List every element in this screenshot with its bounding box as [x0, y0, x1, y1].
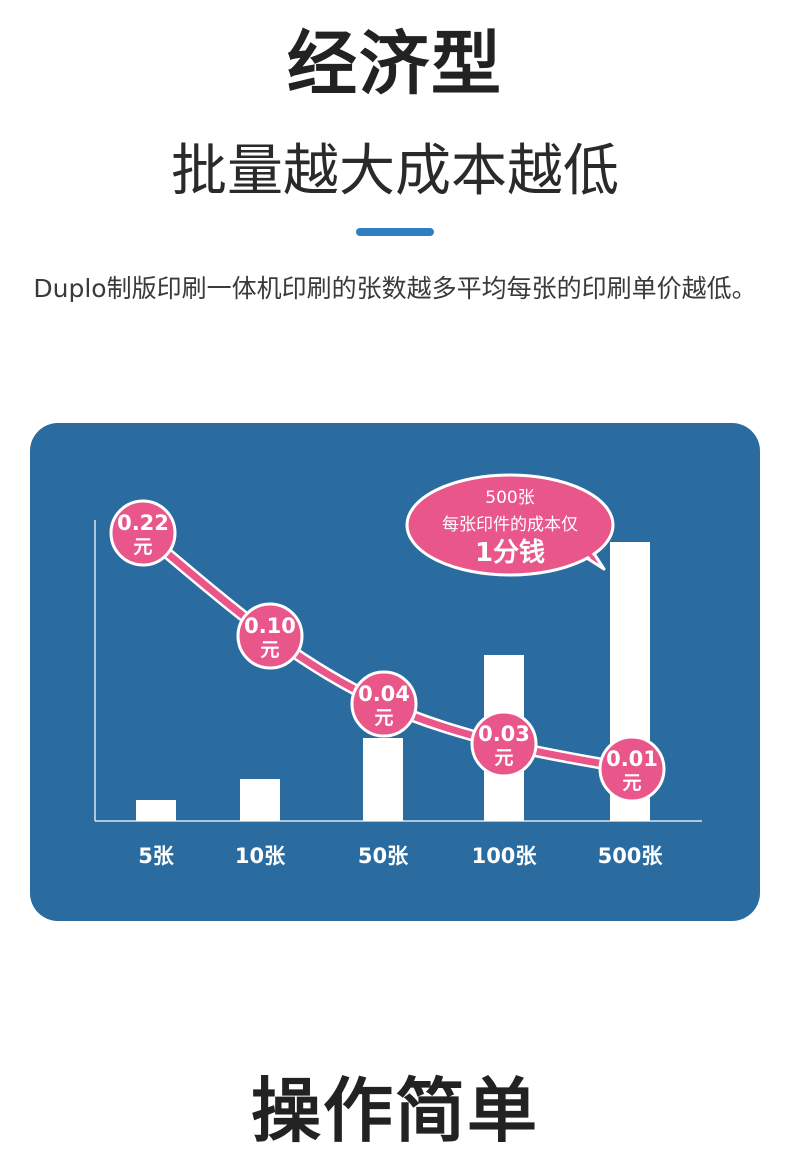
page-subtitle: 批量越大成本越低: [171, 139, 619, 204]
price-label-0: 0.22: [117, 511, 169, 535]
description-text: Duplo制版印刷一体机印刷的张数越多平均每张的印刷单价越低。: [33, 274, 757, 303]
title-divider: [356, 228, 434, 236]
x-tick-label-1: 10张: [235, 844, 286, 868]
price-marker-3: [470, 710, 538, 778]
price-marker-4: [598, 735, 666, 803]
callout-ellipse: [405, 473, 615, 577]
price-marker-1: [236, 602, 304, 670]
price-unit-0: 元: [133, 536, 152, 558]
bar-2: [363, 738, 403, 821]
price-unit-1: 元: [260, 639, 279, 661]
price-label-1: 0.10: [244, 614, 296, 638]
callout-line3: 1分钱: [475, 538, 545, 568]
price-marker-2: [350, 670, 418, 738]
chart-panel: 5张 10张 50张 100张 500张 0.22 元 0.10 元 0.04 元 0.03 元 0.01…: [30, 423, 760, 921]
callout-line1: 500张: [485, 488, 534, 508]
price-unit-4: 元: [622, 772, 641, 794]
callout-tail-fill: [558, 527, 598, 563]
price-unit-2: 元: [374, 707, 393, 729]
price-label-3: 0.03: [478, 722, 530, 746]
x-tick-label-4: 500张: [598, 844, 664, 868]
bar-1: [240, 779, 280, 821]
x-tick-label-2: 50张: [358, 844, 409, 868]
callout-line2: 每张印件的成本仅: [442, 515, 578, 535]
x-tick-label-0: 5张: [138, 844, 175, 868]
price-unit-3: 元: [494, 747, 513, 769]
price-label-4: 0.01: [606, 747, 658, 771]
price-marker-0: [109, 499, 177, 567]
section-title-operation: 操作简单: [251, 1070, 539, 1152]
bar-0: [136, 800, 176, 821]
page-title: 经济型: [287, 23, 503, 105]
x-tick-label-3: 100张: [472, 844, 538, 868]
price-label-2: 0.04: [358, 682, 410, 706]
